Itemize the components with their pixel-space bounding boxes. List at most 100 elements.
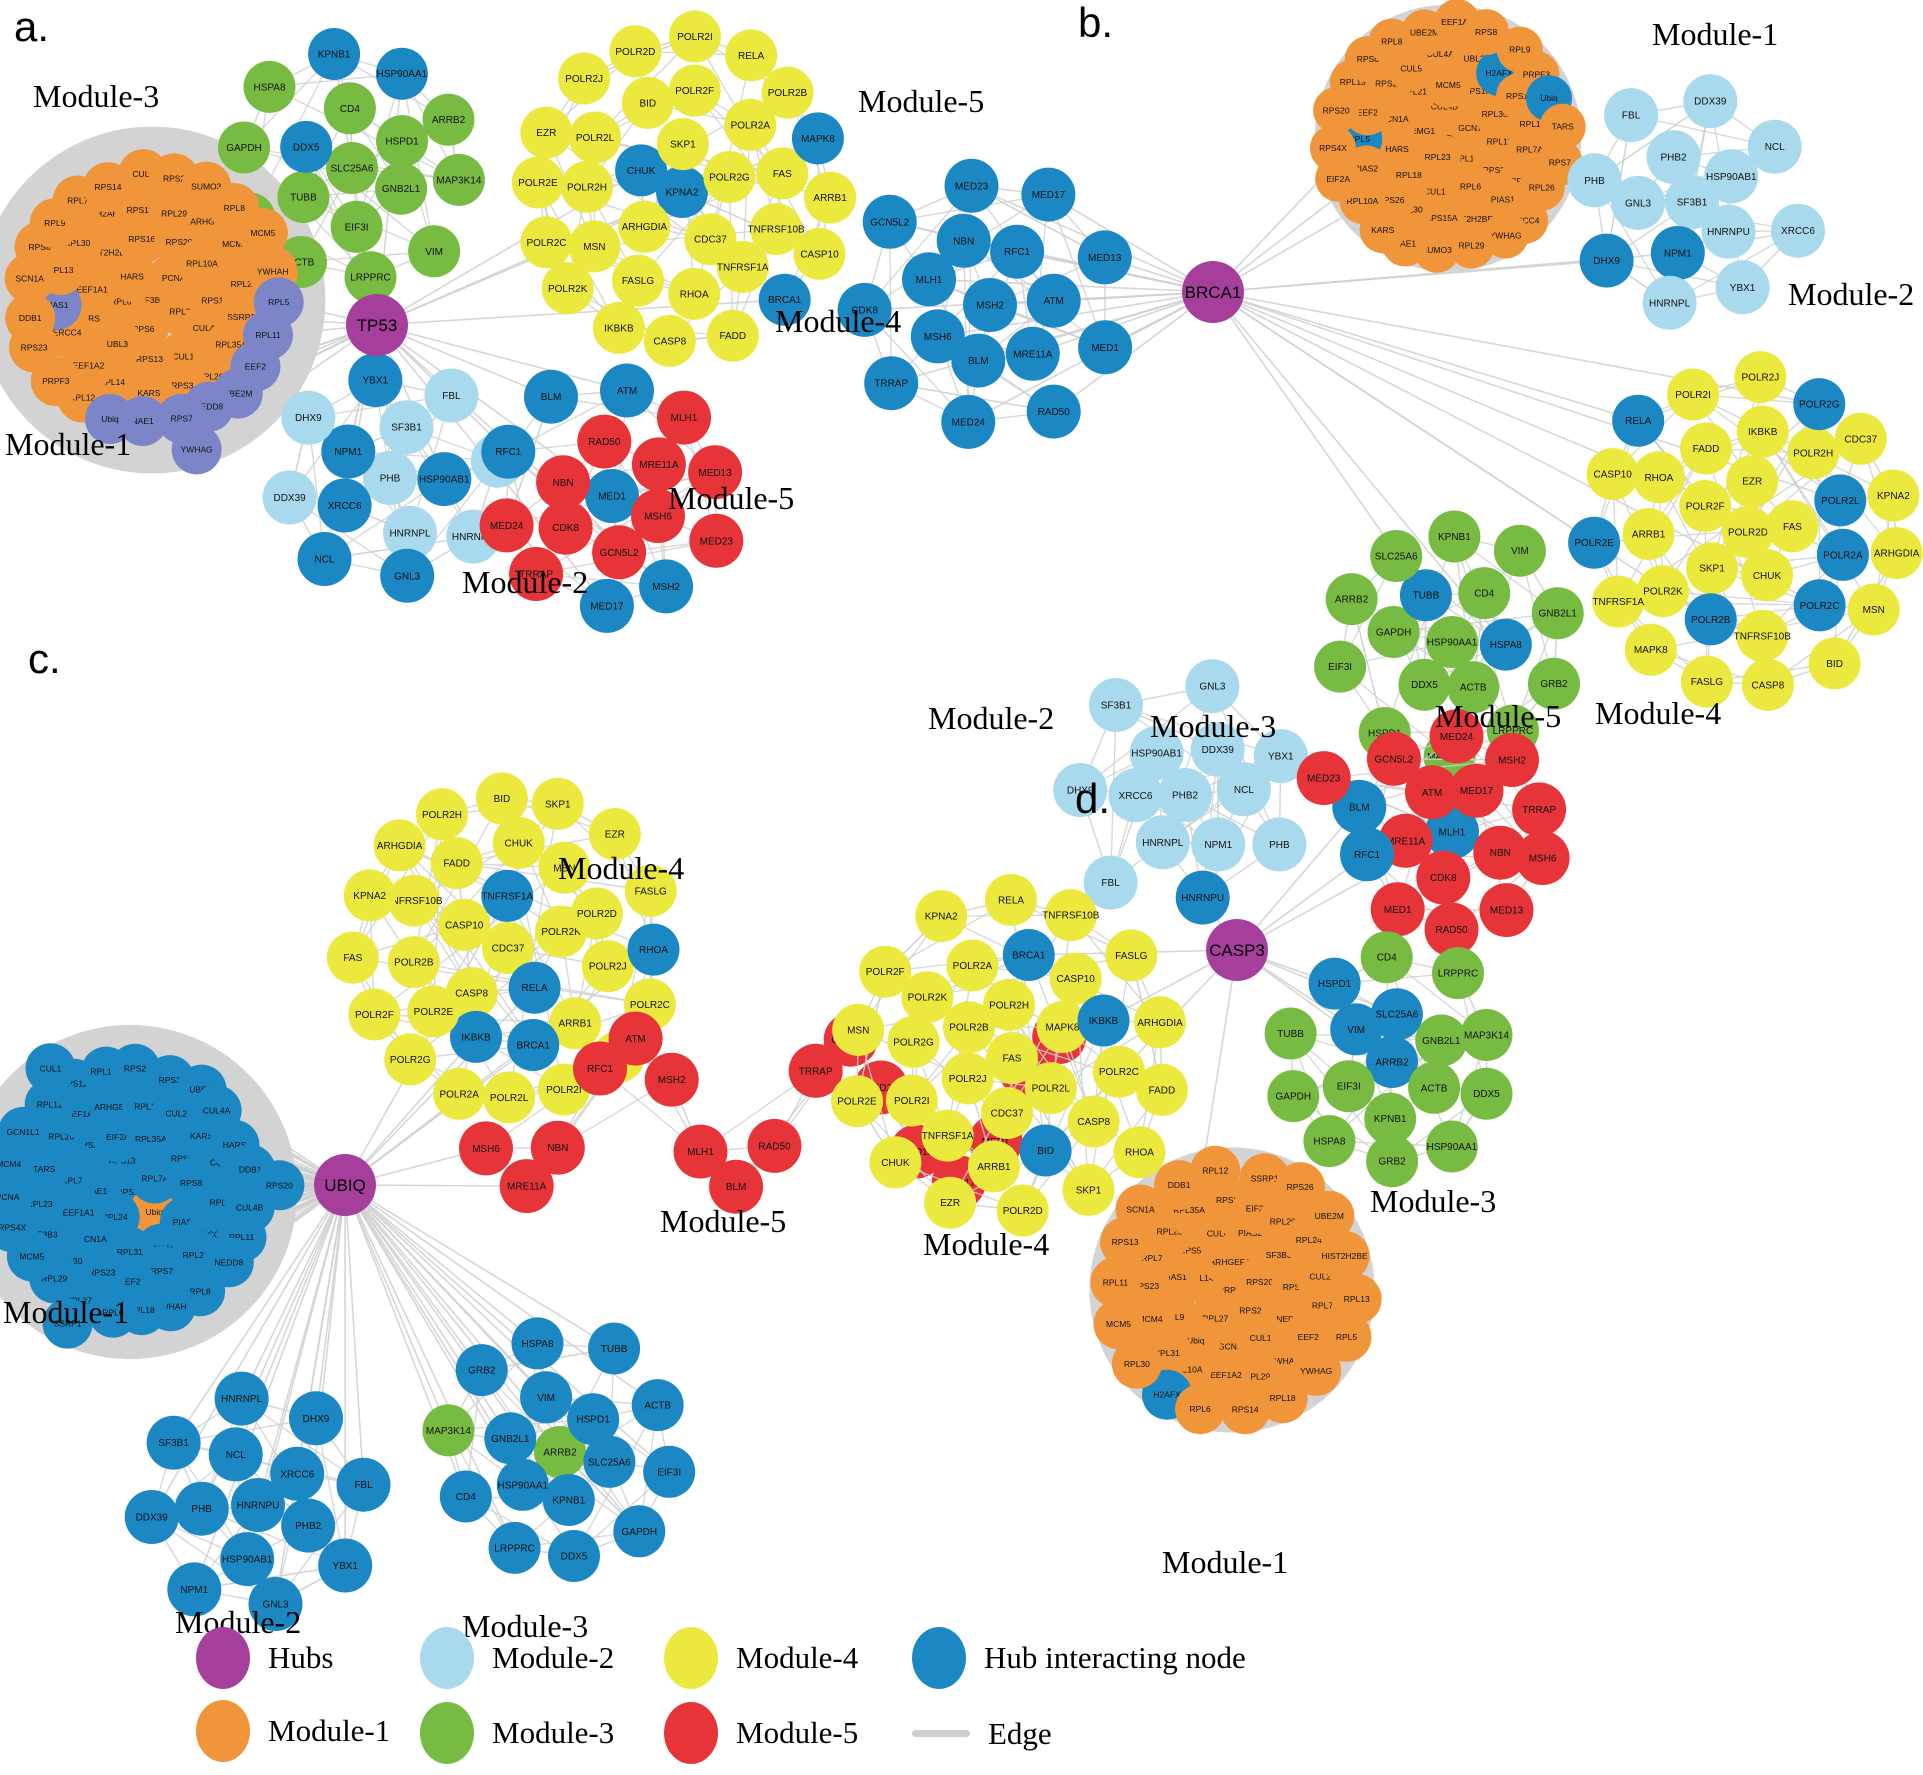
- node-label-DDX39: DDX39: [136, 1513, 169, 1524]
- node-label-POLR2I: POLR2I: [894, 1096, 930, 1107]
- node-label-CDK8: CDK8: [851, 305, 878, 316]
- node-TNFRSF1A: [716, 241, 769, 293]
- node-label-PRPF3: PRPF3: [1523, 69, 1551, 79]
- module-label-a-module-2: Module-2: [462, 564, 589, 600]
- node-label-ARRB1: ARRB1: [977, 1162, 1011, 1173]
- node-label-MCM4: MCM4: [1138, 1314, 1163, 1324]
- node-label-RFC1: RFC1: [587, 1064, 614, 1075]
- node-label-TNFRSF10B: TNFRSF10B: [1734, 631, 1792, 642]
- module-label-a-module-5: Module-5: [668, 480, 795, 516]
- node-MED17: [1021, 167, 1076, 222]
- node-BLM: [951, 333, 1006, 388]
- node-label-MED13: MED13: [1088, 253, 1122, 264]
- node-CD4: [439, 1470, 492, 1523]
- node-label-DDB1: DDB1: [19, 313, 42, 323]
- node-YWHAG: [171, 424, 222, 475]
- node-HNRNPL: [214, 1371, 269, 1426]
- node-label-FASLG: FASLG: [1691, 677, 1723, 688]
- node-label-ARRB2: ARRB2: [432, 115, 466, 126]
- node-label-MAPK8: MAPK8: [1046, 1023, 1080, 1034]
- node-POLR2H: [561, 160, 613, 213]
- node-label-CDK8: CDK8: [552, 523, 579, 534]
- node-MLH1: [657, 390, 711, 445]
- node-label-MCM5: MCM5: [1436, 80, 1461, 90]
- node-label-ARHGDIA: ARHGDIA: [1137, 1018, 1183, 1029]
- node-label-PHB: PHB: [191, 1504, 212, 1515]
- node-GCN5L2: [1366, 731, 1421, 786]
- node-label-SSRP1: SSRP1: [54, 1319, 82, 1329]
- node-BID: [475, 772, 528, 825]
- node-label-ATM: ATM: [1044, 296, 1064, 307]
- hub-label-UBIQ: UBIQ: [324, 1176, 366, 1195]
- node-RAD50: [1026, 384, 1081, 439]
- hub-label-BRCA1: BRCA1: [1185, 283, 1242, 302]
- node-label-NAE1: NAE1: [1394, 238, 1416, 248]
- node-label-Ubiq: Ubiq: [145, 1207, 163, 1217]
- node-label-HIST2H2BE: HIST2H2BE: [1321, 1251, 1368, 1261]
- panel-b-module-1: RPS14EMG1CUL4BGCN1L1RPL14RPL23RPS13RPL35…: [1310, 0, 1586, 273]
- node-label-RPL14: RPL14: [134, 1102, 160, 1112]
- node-label-EZR: EZR: [940, 1198, 960, 1209]
- node-label-HNRNPL: HNRNPL: [1142, 838, 1184, 849]
- node-NBN: [536, 455, 591, 510]
- node-GNL3: [1611, 175, 1665, 230]
- node-label-EIF2A: EIF2A: [106, 1132, 130, 1142]
- node-label-POLR2B: POLR2B: [1691, 615, 1731, 626]
- node-label-ARHGDIA: ARHGDIA: [622, 222, 668, 233]
- node-MSN: [832, 1003, 885, 1056]
- node-label-MED24: MED24: [864, 1083, 898, 1094]
- node-POLR2F: [859, 945, 912, 998]
- node-label-POLR2A: POLR2A: [1823, 550, 1863, 561]
- node-RPS4X: [1310, 125, 1356, 172]
- node-label-KPNA2: KPNA2: [1877, 491, 1910, 502]
- node-HNRNPL: [383, 505, 437, 560]
- node-label-RPL8: RPL8: [1381, 37, 1403, 47]
- node-DDX5: [548, 1530, 600, 1582]
- node-label-SLC25A6: SLC25A6: [331, 164, 374, 175]
- node-SCN1A: [1115, 1184, 1166, 1235]
- node-label-GNL3: GNL3: [394, 571, 421, 582]
- node-POLR2C: [1092, 1045, 1145, 1098]
- module-label-b-module-4: Module-4: [1595, 695, 1722, 731]
- node-TRRAP: [509, 547, 564, 601]
- node-label-RPS8: RPS8: [1216, 1195, 1238, 1205]
- node-VIM: [520, 1371, 573, 1424]
- node-label-POLR2I: POLR2I: [677, 32, 713, 43]
- node-label-IKBKB: IKBKB: [1748, 427, 1778, 438]
- node-MED13: [1479, 883, 1534, 938]
- node-label-MSN: MSN: [847, 1025, 869, 1036]
- node-ACTB: [1408, 1061, 1461, 1114]
- node-label-POLR2L: POLR2L: [490, 1093, 529, 1104]
- node-label-GCN5L2: GCN5L2: [600, 548, 639, 559]
- node-MCM5: [1093, 1299, 1144, 1350]
- node-label-MED1: MED1: [1091, 343, 1119, 354]
- node-MED1: [1078, 320, 1133, 375]
- node-DDB1: [5, 293, 56, 344]
- node-label-RPL9: RPL9: [1509, 45, 1531, 55]
- node-label-MED24: MED24: [952, 417, 986, 428]
- node-DDX5: [1460, 1067, 1513, 1120]
- node-label-RPS2: RPS2: [124, 1064, 146, 1074]
- node-YWHAG: [1291, 1345, 1342, 1396]
- node-label-XRCC6: XRCC6: [280, 1469, 314, 1480]
- node-MSN: [1847, 583, 1900, 636]
- node-label-DDX39: DDX39: [1202, 745, 1235, 756]
- node-HSPA8: [1303, 1115, 1356, 1168]
- node-label-SSRP1: SSRP1: [227, 312, 255, 322]
- node-EZR: [520, 106, 573, 159]
- node-RHOA: [627, 923, 680, 976]
- node-label-MED24: MED24: [490, 521, 524, 532]
- node-label-MED17: MED17: [1032, 190, 1066, 201]
- node-label-MAP3K14: MAP3K14: [436, 175, 481, 186]
- node-POLR2A: [724, 98, 777, 151]
- node-CASP10: [1049, 952, 1102, 1005]
- node-POLR2C: [1793, 579, 1846, 632]
- node-GAPDH: [1367, 606, 1420, 658]
- node-label-MRE11A: MRE11A: [1386, 836, 1426, 847]
- node-label-POLR2A: POLR2A: [439, 1089, 479, 1100]
- node-label-POLR2C: POLR2C: [1800, 601, 1840, 612]
- node-TUBB: [277, 171, 330, 223]
- node-label-EIF3I: EIF3I: [657, 1467, 681, 1478]
- node-MED17: [1449, 763, 1504, 818]
- node-label-UBE2M: UBE2M: [1410, 27, 1439, 37]
